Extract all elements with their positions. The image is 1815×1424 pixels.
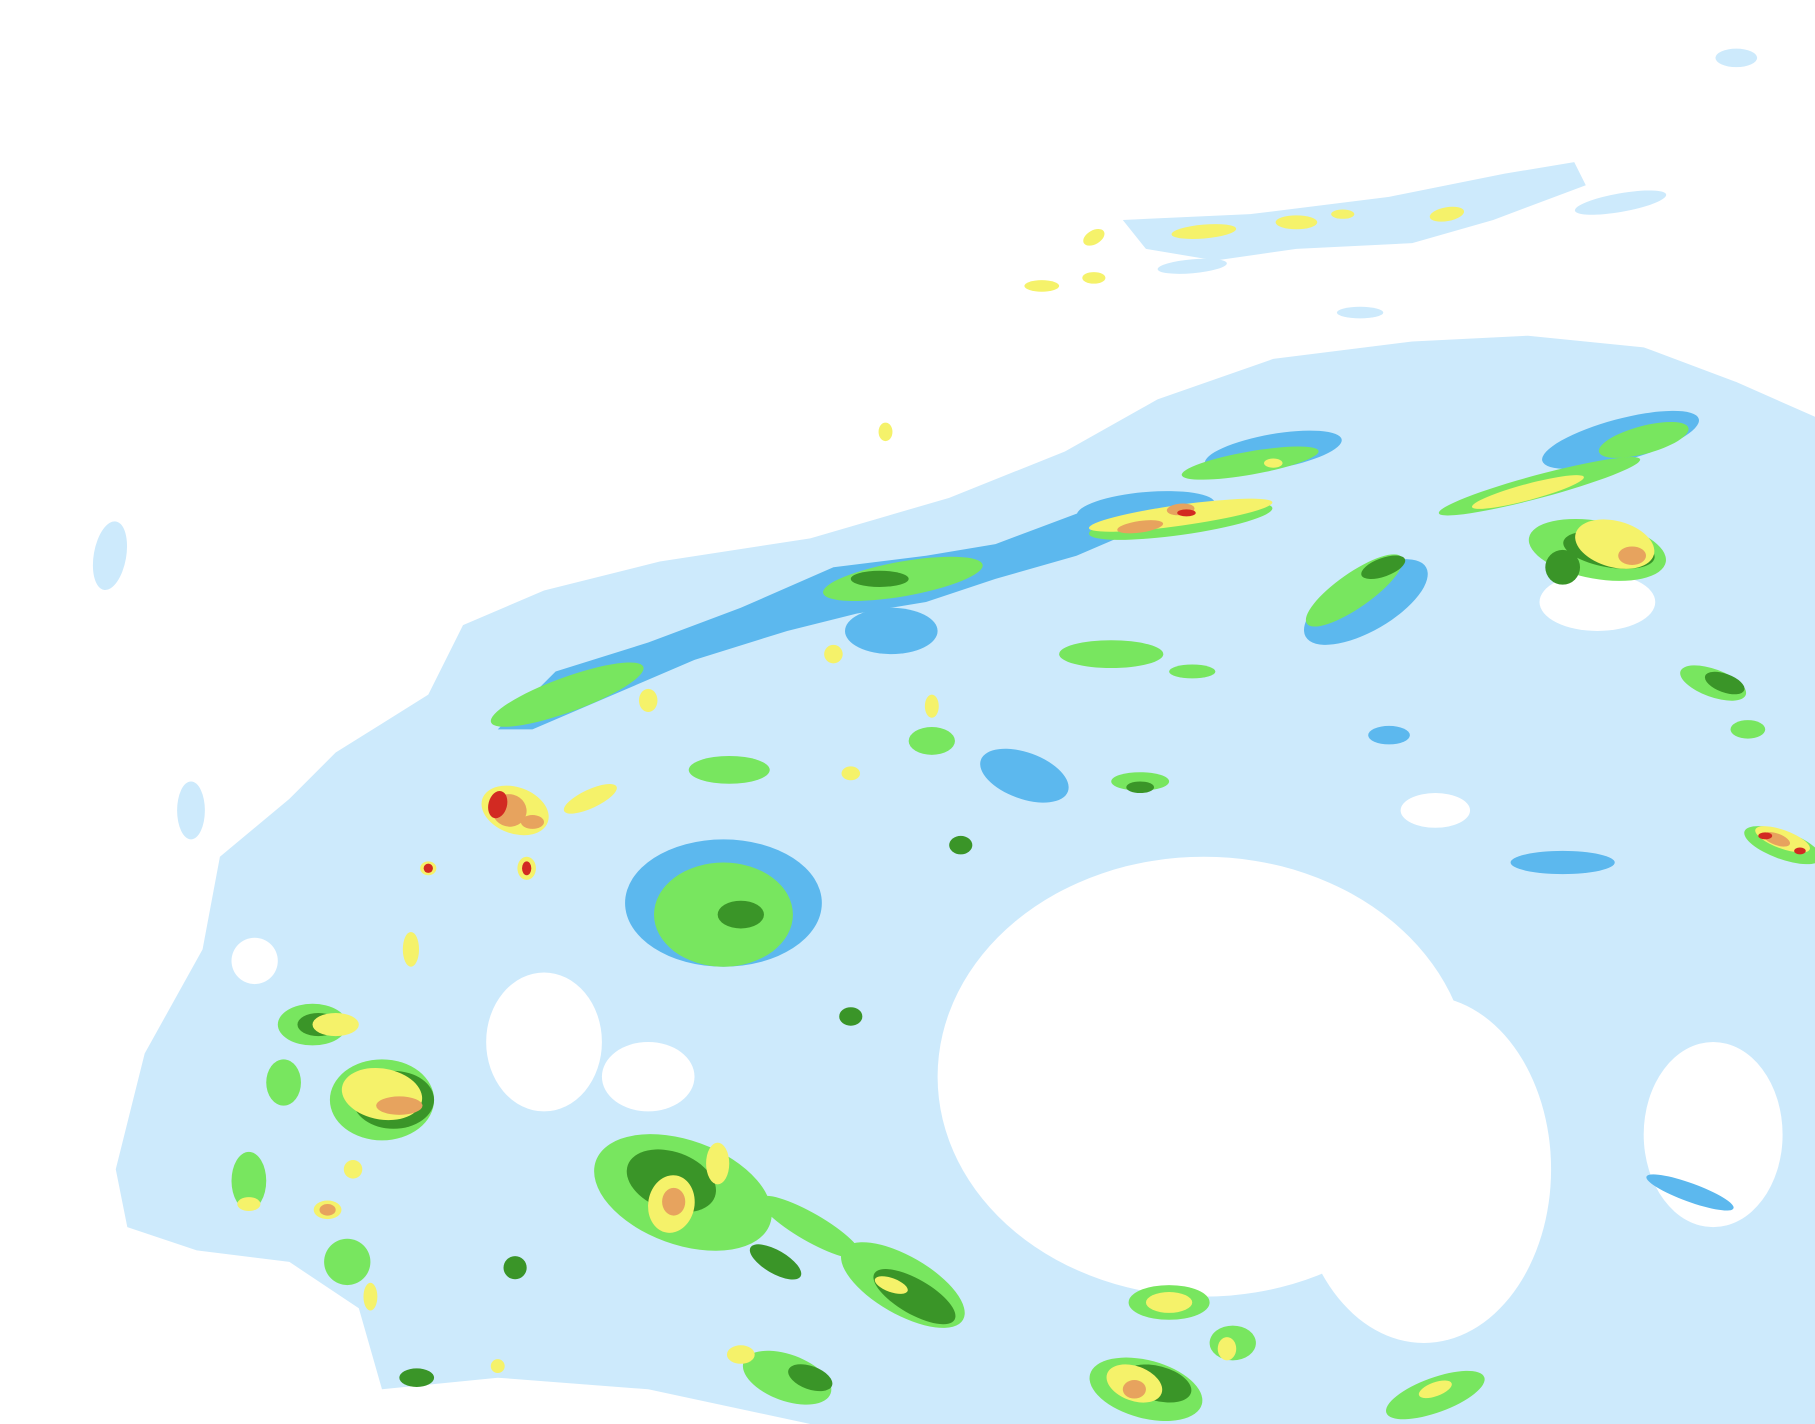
intense-precip-cell (1275, 215, 1318, 230)
severe-precip-cell (376, 1096, 423, 1115)
extreme-precip-cell (423, 863, 433, 873)
severe-precip-cell (520, 815, 545, 829)
light-precip-northeast-streak (1574, 190, 1667, 215)
very-heavy-precip-cell (1704, 671, 1745, 695)
moderate-cell (980, 748, 1069, 803)
intense-precip-cell (1171, 224, 1237, 240)
very-heavy-precip-cell (949, 835, 973, 855)
light-precip-main-shield (115, 335, 1815, 1424)
severe-precip-cell (319, 1204, 336, 1216)
light-precip-west-cell (177, 781, 205, 840)
severe-precip-cell (662, 1187, 686, 1216)
very-heavy-precip-cell (1545, 549, 1581, 585)
intense-precip-cell (726, 1345, 755, 1364)
intense-precip-cell (924, 694, 939, 718)
intense-precip-cell (1418, 1380, 1452, 1399)
intense-precip-cell (343, 1160, 363, 1179)
very-heavy-precip-cell (839, 1007, 863, 1026)
intense-precip-cell (237, 1197, 261, 1211)
intense-precip-cell (402, 931, 420, 967)
very-heavy-precip-cell (1361, 555, 1406, 580)
light-precip-northeast-cell (1715, 48, 1758, 68)
extreme-precip-cell (1177, 509, 1196, 517)
extreme-precip-cell (1758, 832, 1773, 840)
very-heavy-precip-cell (717, 900, 764, 929)
moderate-streak (1646, 1174, 1734, 1211)
very-heavy-precip-cell (503, 1256, 527, 1280)
very-heavy-precip-cell (850, 570, 909, 587)
severe-precip-cell (1122, 1380, 1146, 1399)
intense-precip-cell (874, 1276, 908, 1294)
heavy-precip-cell (1111, 772, 1170, 791)
intense-precip-cell (1145, 1292, 1193, 1313)
very-heavy-precip-cell (1126, 781, 1155, 794)
very-heavy-precip-cell (749, 1244, 802, 1280)
clear-area-east (1400, 793, 1471, 828)
intense-precip-cell (1082, 272, 1106, 284)
moderate-cell (1368, 725, 1410, 745)
clear-area-west (601, 1041, 695, 1112)
heavy-precip-cell (1730, 720, 1766, 739)
clear-area-east (1539, 573, 1656, 631)
extreme-precip-cell (522, 861, 532, 876)
heavy-precip-cell (1059, 640, 1164, 669)
intense-precip-cell (1471, 475, 1584, 509)
moderate-cell (844, 607, 938, 655)
extreme-precip-cell (1794, 847, 1806, 855)
intense-precip-cell (1331, 209, 1355, 219)
intense-precip-cell (363, 1282, 378, 1311)
light-precip-west-cell (92, 521, 128, 591)
heavy-precip-cell (688, 755, 770, 784)
clear-sky-layer (231, 573, 1783, 1343)
heavy-precip-cell (324, 1238, 371, 1286)
severe-precip-cell (1117, 520, 1164, 534)
clear-area-west (231, 937, 278, 985)
intense-precip-cell (1024, 280, 1060, 292)
intense-precip-cell (312, 1013, 359, 1037)
heavy-precip-cell (1598, 421, 1689, 458)
intense-precip-cell (824, 644, 843, 664)
very-heavy-precip-cell (788, 1364, 833, 1392)
intense-precip-cell (638, 688, 658, 712)
intense-precip-cell (1429, 206, 1465, 222)
light-precip-north-band (1122, 162, 1586, 261)
heavy-precip-cell (908, 727, 955, 755)
very-heavy-precip-cell (399, 1368, 435, 1387)
intense-precip-cell (878, 422, 893, 442)
intense-precip-cell (490, 1359, 505, 1374)
clear-area-southeast (1296, 995, 1552, 1343)
intense-precip-cell (1264, 458, 1283, 468)
clear-area-west (486, 972, 602, 1112)
heavy-precip-cell (1181, 446, 1319, 480)
heavy-precip-cell (759, 1195, 861, 1259)
intense-precip-cell (1083, 228, 1105, 246)
heavy-precip-cell (742, 1350, 832, 1405)
extreme-precip-cell (488, 790, 508, 819)
severe-precip-cell (1618, 546, 1647, 565)
heavy-precip-cell (1169, 664, 1216, 679)
extreme-precip-layer (423, 509, 1806, 876)
intense-precip-cell (563, 783, 617, 814)
intense-precip-cell (706, 1142, 730, 1185)
moderate-streak (1510, 850, 1615, 875)
intense-precip-cell (1217, 1337, 1237, 1361)
heavy-precip-cell (266, 1059, 301, 1106)
intense-precip-cell (841, 766, 861, 781)
heavy-precip-cell (231, 1151, 267, 1210)
light-precip-streak (1336, 306, 1384, 319)
moderate-band-main (497, 497, 1158, 730)
heavy-precip-cell (490, 662, 644, 727)
light-precip-streak (1157, 258, 1227, 274)
